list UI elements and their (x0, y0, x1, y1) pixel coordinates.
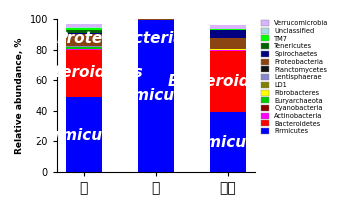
Text: Bacteroidetes: Bacteroidetes (168, 74, 288, 89)
Bar (210, 25, 246, 29)
Text: Firmicutes: Firmicutes (110, 88, 201, 103)
Bar (210, 50, 246, 51)
Bar (66, 33, 102, 34)
Text: Proteobacteria: Proteobacteria (56, 31, 184, 46)
Bar (66, 34, 102, 46)
Bar (210, 51, 246, 112)
Text: Firmicutes: Firmicutes (183, 135, 273, 150)
Text: Bacteroidetes: Bacteroidetes (24, 65, 144, 80)
Bar (66, 28, 102, 30)
Bar (210, 30, 246, 38)
Bar (66, 49, 102, 50)
Text: Firmicutes: Firmicutes (39, 128, 129, 143)
Bar (210, 112, 246, 172)
Bar (66, 30, 102, 33)
Bar (210, 38, 246, 49)
Bar (210, 29, 246, 30)
Bar (66, 46, 102, 47)
Legend: Verrucomicrobia, Unclassified, TM7, Tenericutes, Spirochaetes, Proteobacteria, P: Verrucomicrobia, Unclassified, TM7, Tene… (260, 19, 329, 135)
Bar (138, 19, 174, 20)
Bar (66, 27, 102, 28)
Y-axis label: Relative abundance, %: Relative abundance, % (15, 37, 24, 154)
Bar (66, 97, 102, 172)
Bar (66, 47, 102, 49)
Bar (66, 24, 102, 27)
Bar (66, 50, 102, 97)
Bar (138, 20, 174, 172)
